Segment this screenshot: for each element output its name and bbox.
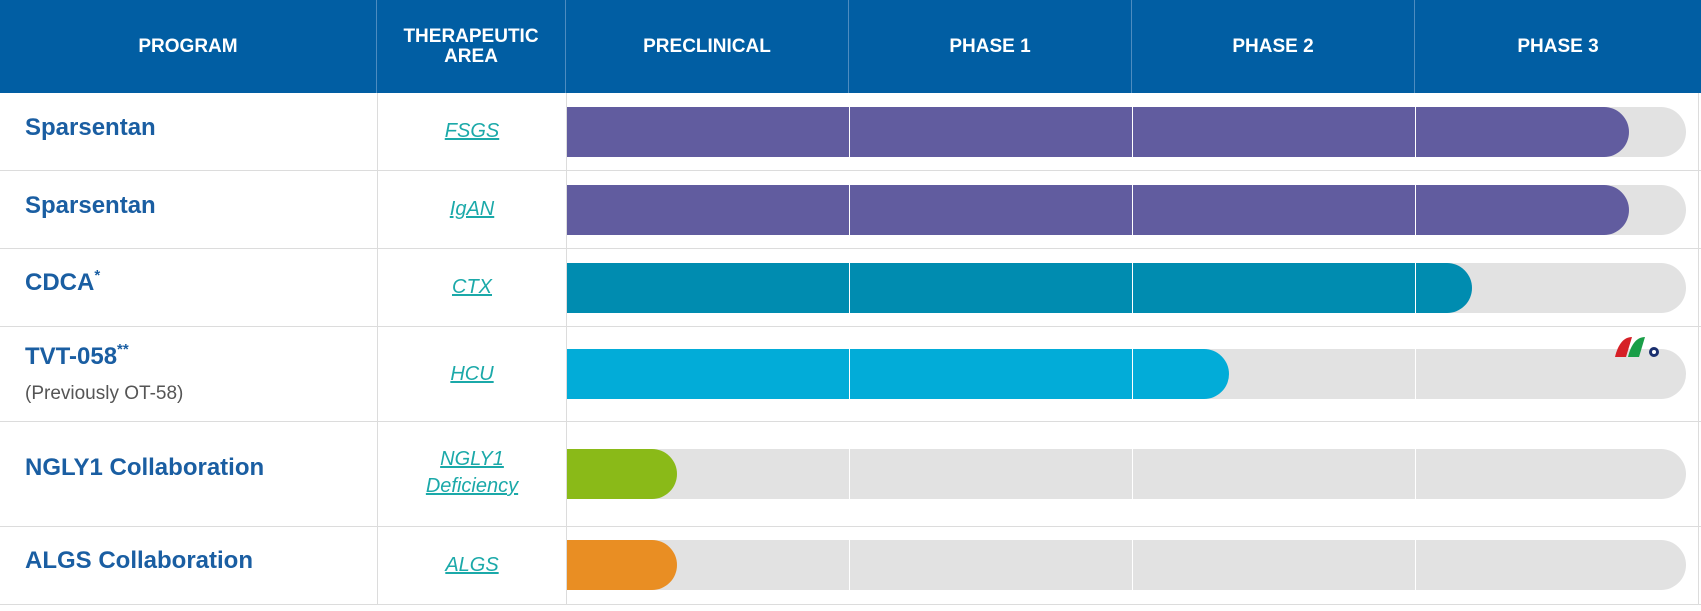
header-preclinical: PRECLINICAL	[566, 0, 849, 93]
phase-separator	[849, 263, 850, 313]
column-divider-bars	[566, 93, 567, 605]
phase-separator	[849, 185, 850, 235]
progress-fill	[567, 185, 1629, 235]
program-name: Sparsentan	[25, 114, 156, 141]
progress-track	[567, 349, 1686, 399]
table-row: Sparsentan FSGS	[0, 93, 1701, 171]
progress-fill	[567, 449, 677, 499]
header-program: PROGRAM	[0, 0, 377, 93]
table-row: TVT-058** (Previously OT-58) HCU	[0, 327, 1701, 422]
table-row: Sparsentan IgAN	[0, 171, 1701, 249]
header-program-label: PROGRAM	[138, 35, 238, 57]
progress-fill	[567, 263, 1473, 313]
table-header: PROGRAM THERAPEUTIC AREA PRECLINICAL PHA…	[0, 0, 1701, 93]
therapeutic-area-link[interactable]: IgAN	[449, 198, 495, 220]
program-name: Sparsentan	[25, 192, 156, 219]
phase-separator	[1132, 540, 1133, 590]
table-row: CDCA* CTX	[0, 249, 1701, 327]
phase-separator	[1415, 349, 1416, 399]
table-row: NGLY1 Collaboration NGLY1 Deficiency	[0, 422, 1701, 527]
progress-track	[567, 449, 1686, 499]
phase-separator	[1132, 349, 1133, 399]
column-divider-area	[377, 93, 378, 605]
progress-track	[567, 540, 1686, 590]
phase-separator	[1132, 107, 1133, 157]
header-phase-1-label: PHASE 1	[949, 35, 1031, 57]
progress-fill	[567, 349, 1230, 399]
therapeutic-area-link[interactable]: ALGS	[445, 554, 499, 576]
header-phase-2-label: PHASE 2	[1232, 35, 1314, 57]
header-phase-3-label: PHASE 3	[1517, 35, 1599, 57]
therapeutic-area-link[interactable]: NGLY1 Deficiency	[425, 448, 519, 497]
phase-separator	[1415, 449, 1416, 499]
header-phase-3: PHASE 3	[1415, 0, 1701, 93]
progress-track	[567, 107, 1686, 157]
phase-separator	[849, 449, 850, 499]
header-preclinical-label: PRECLINICAL	[643, 35, 771, 57]
program-name: TVT-058**	[25, 341, 129, 370]
progress-fill	[567, 540, 677, 590]
progress-track	[567, 263, 1686, 313]
program-name: NGLY1 Collaboration	[25, 454, 265, 481]
program-subtitle: (Previously OT-58)	[25, 383, 184, 404]
phase-separator	[1415, 185, 1416, 235]
header-therapeutic-area: THERAPEUTIC AREA	[377, 0, 566, 93]
phase-separator	[849, 349, 850, 399]
progress-fill	[567, 107, 1629, 157]
header-therapeutic-area-line2: AREA	[444, 45, 498, 67]
program-name: ALGS Collaboration	[25, 547, 253, 574]
therapeutic-area-link[interactable]: FSGS	[444, 120, 500, 142]
phase-separator	[849, 107, 850, 157]
header-phase-2: PHASE 2	[1132, 0, 1415, 93]
program-name: CDCA*	[25, 267, 101, 296]
phase-separator	[849, 540, 850, 590]
progress-track	[567, 185, 1686, 235]
table-row: ALGS Collaboration ALGS	[0, 527, 1701, 605]
header-therapeutic-area-line1: THERAPEUTIC	[403, 25, 539, 47]
therapeutic-area-link[interactable]: HCU	[450, 363, 494, 385]
phase-separator	[1132, 263, 1133, 313]
therapeutic-area-link[interactable]: CTX	[452, 276, 492, 298]
watermark-logo-icon	[1615, 337, 1659, 357]
column-divider-right	[1698, 93, 1699, 605]
header-phase-1: PHASE 1	[849, 0, 1132, 93]
phase-separator	[1415, 107, 1416, 157]
phase-separator	[1132, 449, 1133, 499]
phase-separator	[1415, 263, 1416, 313]
phase-separator	[1132, 185, 1133, 235]
phase-separator	[1415, 540, 1416, 590]
